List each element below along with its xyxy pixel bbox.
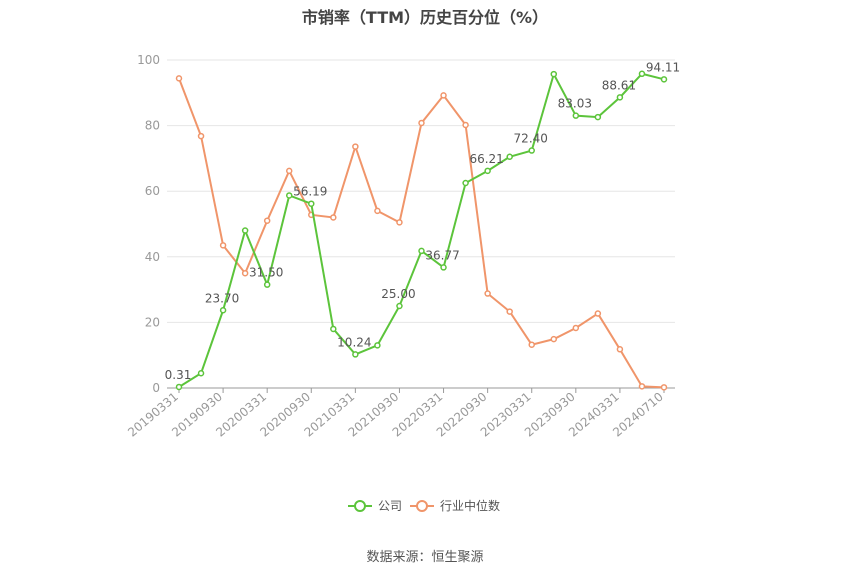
data-point[interactable] <box>418 119 425 127</box>
data-point[interactable] <box>285 167 293 175</box>
data-point[interactable] <box>638 383 646 390</box>
data-point[interactable] <box>396 219 403 226</box>
data-point[interactable] <box>440 264 447 271</box>
data-label: 88.61 <box>602 78 636 92</box>
data-label: 72.40 <box>514 132 548 146</box>
data-label: 23.70 <box>205 291 239 305</box>
data-point[interactable] <box>506 153 513 161</box>
data-label: 25.00 <box>381 287 415 301</box>
data-point[interactable] <box>440 92 447 99</box>
data-point[interactable] <box>308 200 315 207</box>
data-point[interactable] <box>175 75 183 82</box>
data-point[interactable] <box>263 281 271 288</box>
data-point[interactable] <box>241 227 249 234</box>
grid-lines <box>167 59 675 323</box>
data-point[interactable] <box>175 383 183 391</box>
data-point[interactable] <box>374 207 381 215</box>
data-point[interactable] <box>484 290 491 297</box>
legend-marker[interactable] <box>416 500 428 512</box>
y-tick-label: 40 <box>145 250 160 264</box>
data-label: 31.50 <box>249 266 283 280</box>
legend-label[interactable]: 行业中位数 <box>440 498 500 513</box>
data-point[interactable] <box>352 351 359 358</box>
y-tick-label: 20 <box>145 315 160 329</box>
data-point[interactable] <box>594 113 602 121</box>
data-point[interactable] <box>616 346 624 353</box>
data-label: 36.77 <box>425 248 459 262</box>
data-label: 94.11 <box>646 60 680 74</box>
data-point[interactable] <box>572 112 580 119</box>
data-point[interactable] <box>594 310 602 317</box>
data-label: 56.19 <box>293 185 327 199</box>
data-point[interactable] <box>550 70 558 78</box>
data-point[interactable] <box>263 217 271 224</box>
data-point[interactable] <box>330 325 337 333</box>
data-point[interactable] <box>462 179 469 187</box>
data-point[interactable] <box>197 369 205 377</box>
data-point[interactable] <box>484 167 491 175</box>
chart-title: 市销率（TTM）历史百分位（%） <box>301 8 549 27</box>
legend[interactable]: 公司 行业中位数 <box>348 498 500 513</box>
data-label: 83.03 <box>558 97 592 111</box>
data-label: 10.24 <box>337 335 371 349</box>
data-point[interactable] <box>219 242 227 249</box>
y-tick-label: 80 <box>145 119 160 133</box>
data-label: 66.21 <box>469 152 503 166</box>
y-tick-label: 0 <box>152 381 160 395</box>
source-note: 数据来源：恒生聚源 <box>366 550 484 565</box>
legend-marker[interactable] <box>354 500 366 512</box>
data-point[interactable] <box>219 307 227 314</box>
data-point[interactable] <box>241 269 249 277</box>
data-point[interactable] <box>550 335 558 343</box>
data-point[interactable] <box>572 324 580 332</box>
data-point[interactable] <box>462 121 469 129</box>
data-point[interactable] <box>374 342 381 349</box>
data-point[interactable] <box>418 247 425 255</box>
data-point[interactable] <box>638 70 646 78</box>
data-point[interactable] <box>506 308 513 315</box>
series-layer <box>175 70 668 391</box>
data-point[interactable] <box>352 143 359 150</box>
data-point[interactable] <box>396 302 403 310</box>
data-point[interactable] <box>528 147 535 154</box>
data-point[interactable] <box>616 94 624 101</box>
data-point[interactable] <box>285 192 293 199</box>
data-point[interactable] <box>660 384 668 391</box>
data-point[interactable] <box>330 214 337 221</box>
legend-label[interactable]: 公司 <box>378 499 402 513</box>
data-point[interactable] <box>197 132 205 140</box>
y-tick-label: 100 <box>137 53 160 67</box>
data-labels: 0.31 23.70 31.50 56.19 10.24 25.00 36.77 66.21 7… <box>165 60 681 382</box>
data-point[interactable] <box>528 341 535 348</box>
data-point[interactable] <box>660 76 668 83</box>
data-label: 0.31 <box>165 368 192 382</box>
y-tick-label: 60 <box>145 184 160 198</box>
axes: 0204060801002019033120190930202003312020… <box>125 53 675 440</box>
